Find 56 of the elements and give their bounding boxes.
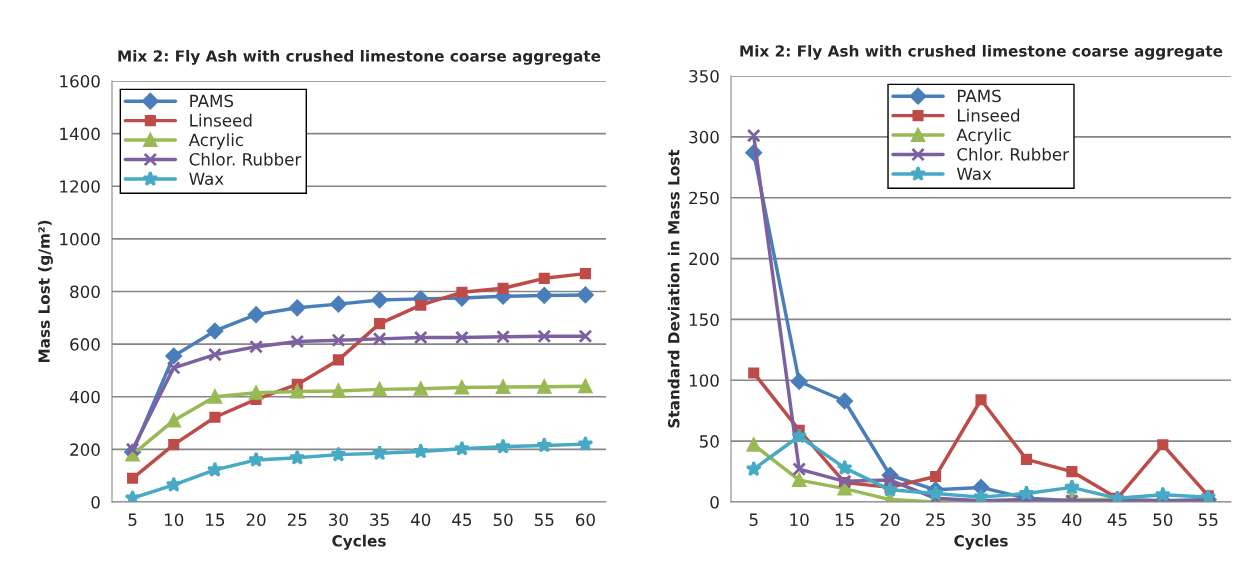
y-tick-label: 0	[710, 495, 719, 509]
y-tick-label: 50	[699, 435, 719, 448]
legend-label: Chlor. Rubber	[189, 152, 302, 166]
x-tick-label: 25	[926, 513, 945, 527]
x-tick-label: 55	[1198, 513, 1218, 527]
legend-label: Linseed	[957, 108, 1020, 122]
y-tick-label: 300	[689, 130, 719, 144]
y-tick-label: 600	[70, 338, 100, 351]
x-tick-label: 40	[1062, 513, 1082, 527]
x-axis-title: Cycles	[332, 534, 386, 550]
y-tick-label: 1200	[60, 180, 100, 193]
x-tick-label: 30	[971, 513, 991, 527]
x-tick-label: 10	[790, 513, 809, 527]
x-axis-title: Cycles	[954, 534, 1008, 550]
y-axis-title: Mass Lost (g/m²)	[38, 220, 53, 363]
x-tick-label: 45	[1107, 513, 1127, 527]
legend-label: Acrylic	[188, 133, 244, 150]
y-tick-label: 200	[689, 252, 719, 266]
y-tick-label: 1400	[60, 127, 100, 141]
y-tick-label: 1600	[60, 74, 100, 88]
y-tick-label: 350	[689, 69, 719, 83]
chart-title: Mix 2: Fly Ash with crushed limestone coarse aggregate	[740, 44, 1223, 60]
legend-label: PAMS	[190, 94, 234, 108]
x-tick-label: 40	[410, 513, 431, 527]
y-tick-label: 400	[69, 390, 100, 404]
x-tick-label: 45	[452, 513, 472, 527]
x-tick-label: 20	[246, 513, 266, 527]
y-tick-label: 250	[689, 191, 719, 205]
x-tick-label: 30	[329, 513, 348, 527]
x-tick-label: 15	[835, 513, 854, 527]
x-tick-label: 35	[1017, 513, 1036, 527]
y-tick-label: 1000	[60, 232, 100, 246]
legend-label: PAMS	[957, 89, 1001, 103]
x-tick-label: 35	[370, 513, 389, 527]
legend-label: Acrylic	[956, 128, 1011, 145]
x-tick-label: 60	[575, 513, 595, 527]
y-tick-label: 200	[70, 443, 100, 456]
x-tick-label: 50	[1153, 513, 1173, 527]
x-tick-label: 5	[128, 513, 137, 527]
x-tick-label: 10	[164, 513, 184, 527]
x-tick-label: 5	[749, 513, 758, 527]
y-axis-title: Standard Deviation in Mass Lost	[667, 149, 680, 428]
x-tick-label: 15	[206, 513, 225, 527]
y-tick-label: 800	[70, 285, 100, 299]
legend-label: Wax	[956, 167, 992, 181]
x-tick-label: 50	[493, 513, 513, 527]
y-tick-label: 150	[689, 313, 719, 326]
chart-title: Mix 2: Fly Ash with crushed limestone coarse aggregate	[118, 49, 601, 65]
x-tick-label: 55	[534, 513, 554, 527]
legend-label: Linseed	[190, 113, 252, 127]
y-tick-label: 100	[689, 374, 719, 387]
x-tick-label: 20	[880, 513, 900, 527]
legend-label: Chlor. Rubber	[957, 147, 1069, 161]
x-tick-label: 25	[287, 513, 307, 527]
y-tick-label: 0	[91, 495, 100, 509]
legend-label: Wax	[189, 172, 224, 186]
